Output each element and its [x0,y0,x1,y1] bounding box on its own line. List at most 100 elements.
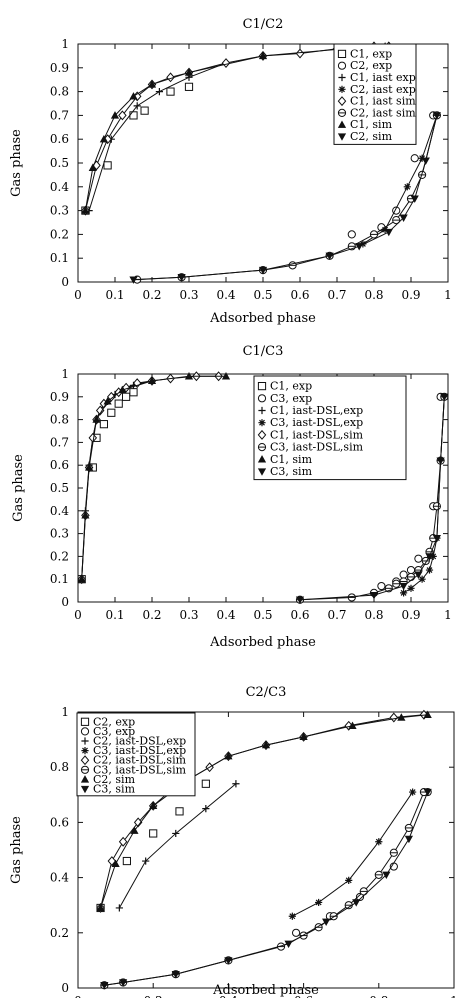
legend-label: C3, sim [93,783,136,796]
data-point [221,58,231,69]
data-point [122,856,131,866]
legend-box [76,712,196,797]
legend-label: C2, iast exp [350,83,416,96]
legend-marker [338,73,346,82]
chart-1: C1/C2 0 0.1 0.2 0.3 0.4 0.5 0.6 0.7 0.8 0.9 1 0 0.1 0.… [9,17,452,326]
data-point [355,243,364,251]
legend-marker [81,737,89,745]
data-point [392,579,401,588]
data-point [81,206,90,214]
data-point [406,572,416,582]
data-point [392,216,401,225]
data-point [129,92,138,100]
data-point [423,788,432,797]
data-point [221,372,231,380]
x-tick-label: 0.9 [401,608,420,622]
data-point [382,871,391,880]
series-line [299,396,445,601]
chart-title: C1/C3 [243,344,284,359]
x-tick-label: 0.9 [401,288,420,302]
data-point [406,565,416,575]
x-tick-label: 0 [74,288,82,302]
data-point [397,713,406,721]
legend-label: C2, iast sim [350,106,416,119]
data-point [404,823,413,833]
legend-marker [257,443,267,452]
data-point [103,397,112,405]
data-point [166,87,175,96]
data-point [369,591,379,600]
data-point [345,876,353,884]
data-point [359,887,368,896]
y-tick-label: 0.8 [50,413,69,427]
data-point [107,408,116,417]
legend-marker [337,49,347,58]
data-point [129,388,138,397]
legend-label: C1, iast-DSL,exp [270,404,363,417]
x-tick-label: 0.8 [364,608,383,622]
y-tick-label: 0.7 [50,108,69,122]
x-tick-label: 0.8 [369,994,388,998]
data-point [107,391,116,402]
legend-marker [80,727,90,736]
legend-marker [80,755,90,766]
x-tick-label: 0.5 [253,288,272,302]
y-tick-label: 0.4 [50,180,69,194]
series-7 [77,372,231,583]
series-line [118,783,237,909]
legend-marker [81,747,89,755]
data-point [258,51,268,60]
data-point [347,593,356,602]
data-point [432,502,441,511]
legend-label: C2, exp [93,715,135,728]
chart-title: C2/C3 [246,685,287,700]
data-point [119,979,128,987]
series-3 [78,377,156,583]
series-3 [115,780,240,912]
x-tick-label: 0.4 [216,288,235,302]
data-point [184,68,194,76]
data-point [149,829,158,838]
data-point [295,596,305,604]
x-tick-label: 0.6 [290,288,309,302]
chart-title: C1/C2 [243,17,284,32]
chart-2: C1/C3 0 0.1 0.2 0.3 0.4 0.5 0.6 0.7 0.8 0.9 1 0 0.1 0.… [11,344,452,650]
data-point [202,805,210,813]
data-point [118,385,127,394]
legend-box [333,43,417,145]
data-point [374,870,383,879]
x-tick-label: 0.8 [364,288,383,302]
data-point [92,415,101,423]
legend-label: C3, exp [93,725,135,738]
legend-marker [258,406,266,415]
data-point [232,780,240,788]
data-point [436,457,445,465]
data-point [400,589,408,597]
legend-label: C3, iast-DSL,exp [93,744,186,757]
data-point [147,80,157,88]
x-tick-label: 0 [74,994,82,998]
x-axis-label: Adsorbed phase [212,983,319,998]
y-tick-label: 0.8 [50,760,69,774]
data-point [414,554,423,563]
x-tick-label: 0.1 [105,608,124,622]
data-point [142,857,150,865]
data-point [288,912,296,920]
data-point [100,982,109,990]
legend-box [253,375,407,481]
legend-marker [257,468,267,476]
series-line [81,375,219,580]
series-7 [96,710,432,912]
legend-marker [257,429,267,440]
data-point [418,154,426,162]
legend-label: C1, exp [350,47,392,60]
legend-marker [257,382,267,391]
y-tick-label: 1 [61,705,69,719]
x-tick-label: 0.3 [179,288,198,302]
data-point [118,836,128,847]
data-point [421,157,430,165]
y-tick-label: 0.8 [50,85,69,99]
x-tick-label: 0.4 [219,994,238,998]
